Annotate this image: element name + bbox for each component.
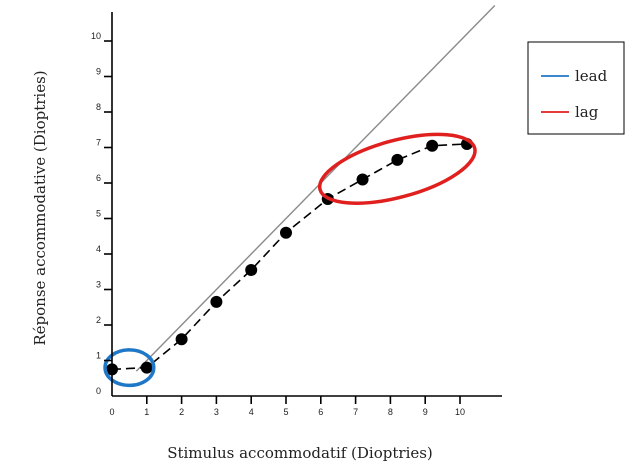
y-tick-label: 6 [96, 173, 101, 183]
y-tick-label: 5 [96, 209, 101, 219]
data-point [426, 139, 439, 152]
legend-box [527, 41, 625, 135]
data-point [140, 361, 153, 374]
y-tick-label: 3 [96, 280, 101, 290]
y-tick-label: 1 [96, 351, 101, 361]
data-point [210, 295, 223, 308]
y-tick-label: 10 [91, 31, 101, 41]
y-tick-label: 4 [96, 244, 101, 254]
x-tick-label: 5 [283, 407, 288, 417]
x-tick-label: 2 [179, 407, 184, 417]
y-tick-label: 9 [96, 67, 101, 77]
x-tick-label: 10 [455, 407, 465, 417]
reference-line [135, 5, 496, 372]
y-tick-label: 8 [96, 102, 101, 112]
x-tick-label: 6 [318, 407, 323, 417]
legend-label-lead: lead [575, 67, 608, 85]
data-point [175, 333, 188, 346]
x-tick-label: 8 [388, 407, 393, 417]
data-point [280, 226, 292, 239]
response-curve [111, 143, 468, 371]
x-tick-label: 9 [423, 407, 428, 417]
x-tick-label: 1 [144, 407, 149, 417]
x-tick-label: 4 [249, 407, 254, 417]
data-point [245, 263, 258, 276]
x-tick-label: 0 [109, 407, 114, 417]
plot-area [103, 5, 496, 388]
x-tick-label: 7 [353, 407, 358, 417]
x-axis-title: Stimulus accommodatif (Dioptries) [167, 444, 433, 462]
lead-ellipse [103, 348, 156, 388]
y-tick-label: 2 [96, 315, 101, 325]
legend: lead lag [527, 41, 625, 135]
axes [111, 12, 502, 397]
data-point [356, 173, 369, 186]
y-tick-label: 7 [96, 138, 101, 148]
y-tick-label: 0 [96, 386, 101, 396]
legend-label-lag: lag [575, 103, 599, 121]
y-axis-title: Réponse accommodative (Dioptries) [31, 70, 49, 345]
x-tick-label: 3 [214, 407, 219, 417]
ticks: 0 1 2 3 4 5 6 7 8 9 10 0 1 2 3 4 5 6 7 8 9 10 [91, 31, 465, 417]
lag-ellipse [317, 132, 477, 205]
data-point [391, 153, 404, 166]
